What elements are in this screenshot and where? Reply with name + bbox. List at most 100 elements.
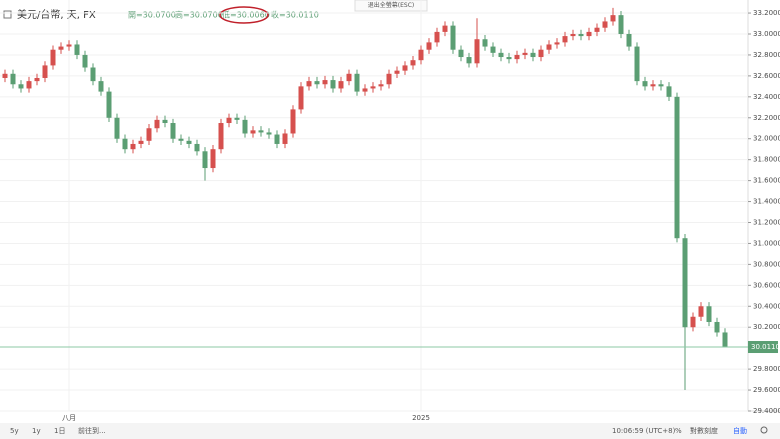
candle-body <box>138 140 144 144</box>
y-tick-label: 29.4000 <box>753 407 780 415</box>
candle-body <box>674 96 680 239</box>
candle-body <box>538 49 544 58</box>
candle-body <box>162 119 168 124</box>
candle-body <box>34 77 40 82</box>
candle-body <box>658 84 664 87</box>
candle-body <box>130 143 136 150</box>
candle-body <box>418 49 424 61</box>
log-toggle[interactable]: 對數刻度 <box>690 426 718 435</box>
candle-body <box>666 86 672 97</box>
y-tick-label: 31.8000 <box>753 156 780 164</box>
candle-body <box>74 44 80 55</box>
candle-body <box>402 65 408 71</box>
candle-body <box>426 42 432 50</box>
bottom-toolbar <box>0 423 780 439</box>
y-tick-label: 32.4000 <box>753 93 780 101</box>
candle-body <box>298 86 304 110</box>
candle-body <box>362 88 368 92</box>
candle-body <box>474 39 480 64</box>
candle-body <box>410 60 416 66</box>
candle-body <box>354 73 360 92</box>
candle-body <box>642 81 648 87</box>
candle-body <box>634 46 640 82</box>
percent-toggle[interactable]: % <box>675 427 682 435</box>
candle-body <box>178 138 184 141</box>
candle-body <box>458 49 464 58</box>
range-1d[interactable]: 1日 <box>54 427 65 435</box>
candle-body <box>578 33 584 37</box>
candle-body <box>282 133 288 144</box>
candle-body <box>290 109 296 134</box>
candle-body <box>698 306 704 317</box>
candle-body <box>386 73 392 85</box>
price-label: 30.0110 <box>751 343 780 351</box>
ohlc-low: 低=30.0060 <box>222 10 270 20</box>
candle-body <box>482 39 488 47</box>
y-tick-label: 29.8000 <box>753 365 780 373</box>
candle-body <box>442 25 448 32</box>
candle-body <box>330 80 336 89</box>
candle-body <box>226 117 232 124</box>
candle-body <box>562 36 568 43</box>
candle-body <box>346 73 352 82</box>
candle-body <box>242 119 248 134</box>
candle-body <box>706 306 712 322</box>
y-tick-label: 30.2000 <box>753 323 780 331</box>
highlight-circle <box>219 6 269 24</box>
candle-body <box>554 42 560 45</box>
candle-body <box>626 33 632 47</box>
y-tick-label: 33.2000 <box>753 9 780 17</box>
candle-body <box>114 117 120 139</box>
candle-body <box>210 149 216 169</box>
candle-body <box>234 117 240 120</box>
candle-body <box>506 57 512 60</box>
candle-body <box>682 238 688 328</box>
candle-body <box>146 128 152 141</box>
candle-body <box>106 91 112 118</box>
settings-icon[interactable] <box>760 426 768 434</box>
candle-body <box>258 130 264 133</box>
candle-body <box>82 54 88 68</box>
auto-toggle[interactable]: 自動 <box>733 426 747 435</box>
candle-body <box>394 70 400 74</box>
candle-body <box>50 49 56 66</box>
goto[interactable]: 前往到... <box>78 426 106 435</box>
candle-body <box>90 67 96 82</box>
candle-body <box>610 15 616 22</box>
candle-body <box>218 123 224 150</box>
candle-body <box>690 316 696 328</box>
y-tick-label: 30.6000 <box>753 281 780 289</box>
candle-body <box>594 27 600 32</box>
ohlc-close: 收=30.0110 <box>271 10 319 20</box>
clock: 10:06:59 (UTC+8) <box>612 427 676 435</box>
candle-body <box>602 21 608 28</box>
candle-body <box>274 134 280 144</box>
candle-body <box>2 73 8 78</box>
range-5y[interactable]: 5y <box>10 427 19 435</box>
y-tick-label: 32.0000 <box>753 135 780 143</box>
candle-body <box>306 81 312 87</box>
range-1y[interactable]: 1y <box>32 427 41 435</box>
candle-body <box>66 44 72 47</box>
candle-body <box>250 130 256 134</box>
y-tick-label: 32.8000 <box>753 51 780 59</box>
candle-body <box>26 81 32 89</box>
candle-body <box>498 52 504 58</box>
candle-body <box>570 33 576 37</box>
candle-body <box>98 81 104 92</box>
candle-body <box>450 25 456 50</box>
candle-body <box>514 54 520 60</box>
y-tick-label: 31.2000 <box>753 218 780 226</box>
y-tick-label: 30.4000 <box>753 302 780 310</box>
candle-body <box>202 151 208 169</box>
candle-body <box>434 31 440 43</box>
candle-body <box>322 80 328 85</box>
candle-body <box>378 84 384 87</box>
candle-body <box>338 81 344 89</box>
candle-body <box>266 132 272 135</box>
collapse-icon[interactable] <box>3 10 12 19</box>
candle-body <box>194 143 200 152</box>
candle-body <box>466 57 472 64</box>
